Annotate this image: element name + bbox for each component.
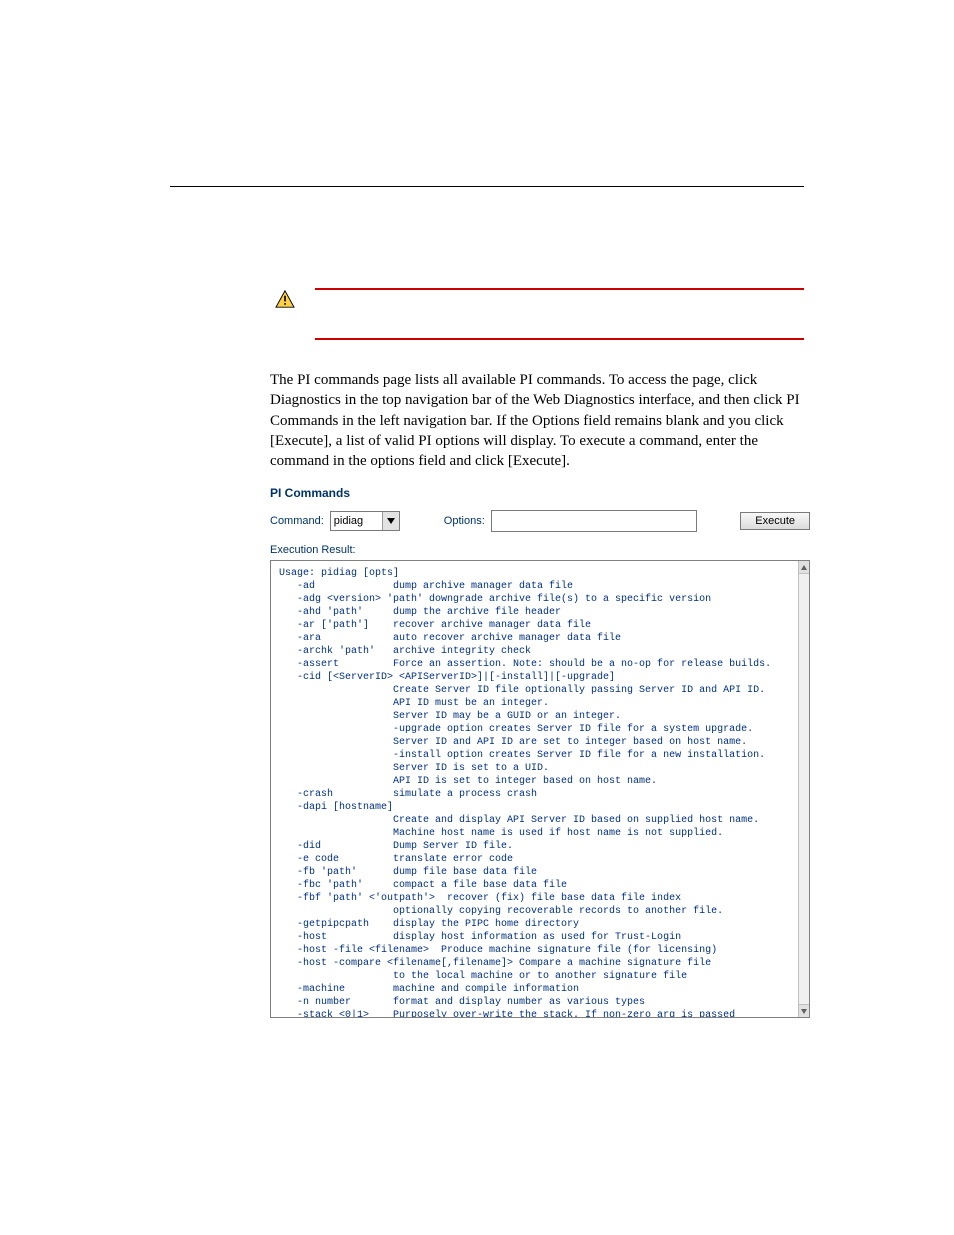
- options-label: Options:: [444, 515, 485, 527]
- panel-title: PI Commands: [270, 486, 810, 500]
- command-label: Command:: [270, 515, 324, 527]
- caution-text: [315, 294, 794, 338]
- pi-commands-panel: PI Commands Command: pidiag Options: Exe…: [270, 486, 810, 1018]
- scrollbar[interactable]: [798, 561, 809, 1017]
- execution-result-box: Usage: pidiag [opts] -ad dump archive ma…: [270, 560, 810, 1018]
- command-select-value: pidiag: [331, 515, 382, 527]
- chevron-down-icon: [382, 512, 399, 530]
- execute-button[interactable]: Execute: [740, 512, 810, 530]
- options-input[interactable]: [491, 510, 697, 532]
- scroll-up-icon[interactable]: [799, 561, 809, 574]
- scroll-down-icon[interactable]: [799, 1004, 809, 1017]
- body-paragraph: The PI commands page lists all available…: [270, 370, 804, 471]
- execution-result-label: Execution Result:: [270, 544, 810, 556]
- command-select[interactable]: pidiag: [330, 511, 400, 531]
- command-row: Command: pidiag Options: Execute: [270, 510, 810, 532]
- warning-icon: [275, 290, 295, 308]
- page-header-rule: [170, 186, 804, 187]
- execution-result-text: Usage: pidiag [opts] -ad dump archive ma…: [271, 561, 809, 1018]
